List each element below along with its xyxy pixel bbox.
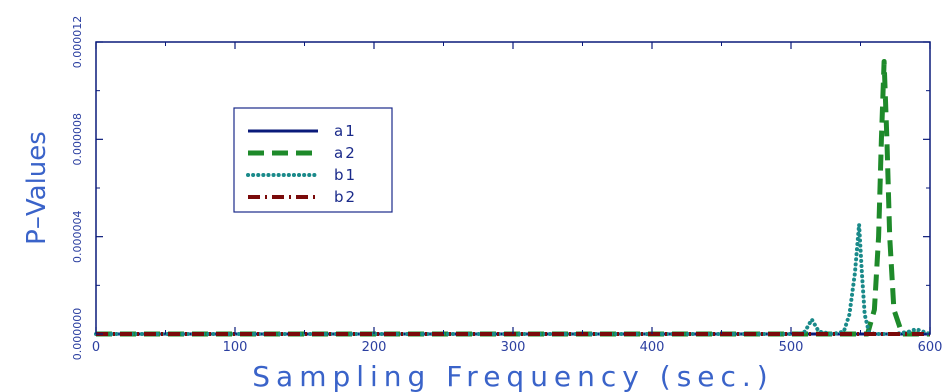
y-tick-label: 0.000004: [71, 210, 84, 263]
x-tick-label: 0: [92, 340, 100, 355]
y-tick-label: 0.000008: [71, 113, 84, 166]
x-tick-label: 100: [223, 340, 248, 355]
series-line-a2: [96, 59, 930, 337]
plot-frame: [95, 41, 931, 335]
x-axis-label: Sampling Frequency (sec.): [252, 360, 773, 392]
legend-label-a2: a2: [334, 144, 357, 162]
x-tick-label: 300: [501, 340, 526, 355]
y-axis: 0.000000 0.000004 0.000008 0.000012: [71, 16, 930, 361]
x-tick-label: 500: [779, 340, 804, 355]
x-tick-label: 600: [918, 340, 943, 355]
y-axis-label: P–Values: [22, 131, 52, 245]
y-tick-label: 0.000000: [71, 308, 84, 361]
legend-label-a1: a1: [334, 122, 357, 140]
series-line-b1: [94, 222, 932, 336]
legend: a1 a2 b1 b2: [233, 107, 393, 213]
x-axis: 0 100 200 300 400 500 600: [92, 42, 943, 355]
y-tick-label: 0.000012: [71, 16, 84, 69]
x-tick-label: 200: [362, 340, 387, 355]
x-tick-label: 400: [640, 340, 665, 355]
legend-label-b2: b2: [334, 188, 357, 206]
legend-box: [233, 107, 393, 213]
legend-label-b1: b1: [334, 166, 357, 184]
series-layer: [94, 59, 932, 337]
